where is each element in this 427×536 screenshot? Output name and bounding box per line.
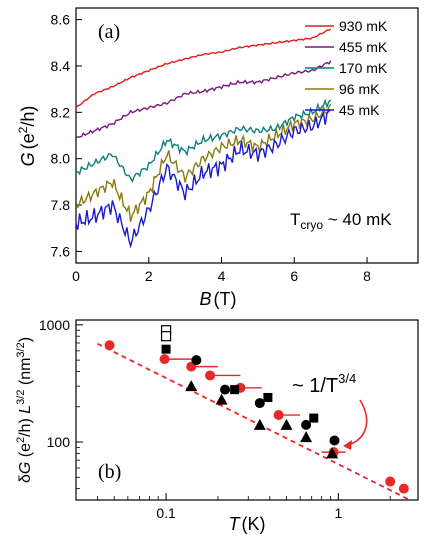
panel-b-point <box>253 418 266 430</box>
panel-b-annotation-arrowhead <box>343 440 352 450</box>
panel-b-point <box>254 398 265 409</box>
panel-a-ytick-label: 7.6 <box>51 243 71 259</box>
panel-b-point <box>280 418 293 430</box>
panel-b-point <box>160 331 172 342</box>
panel-a-xtick-label: 0 <box>72 268 80 284</box>
panel-a-ytick-label: 7.8 <box>51 197 71 213</box>
panel-b-annotation: ~ 1/T3/4 <box>292 371 356 397</box>
panel-b-fit <box>97 342 411 501</box>
panel-b-fit-line <box>97 342 411 501</box>
panel-b-point <box>398 483 409 494</box>
panel-b: 0.1 1 100 1000 (b) ~ 1/T3/4 T (K) δG (e2/h) … <box>15 317 419 534</box>
panel-b-point <box>263 392 273 402</box>
panel-b-point <box>185 380 198 392</box>
panel-a-legend-label: 170 mK <box>339 60 388 76</box>
panel-b-point <box>191 355 202 366</box>
panel-b-point <box>309 413 319 423</box>
panel-a-frame <box>75 7 419 264</box>
panel-b-point <box>205 370 216 381</box>
panel-b-point <box>159 354 170 365</box>
panel-a-series-line <box>75 60 332 139</box>
panel-b-point <box>161 344 171 354</box>
panel-b-xlabel: T (K) <box>229 514 266 534</box>
panel-b-point <box>215 393 228 405</box>
panel-b-point <box>220 384 231 395</box>
panel-b-point <box>300 431 313 443</box>
panel-a-xlabel: B (T) <box>200 289 237 309</box>
panel-a-legend-label: 96 mK <box>339 81 380 97</box>
panel-b-ytick-label: 1000 <box>39 317 70 333</box>
panel-a-series-line <box>75 98 332 184</box>
panel-b-point <box>230 385 240 395</box>
panel-a-xtick-label: 6 <box>290 268 298 284</box>
panel-a-label: (a) <box>98 21 120 43</box>
panel-a-ytick-label: 8.4 <box>51 58 71 74</box>
panel-a-xtick-label: 2 <box>145 268 153 284</box>
panel-a-ytick-label: 8.0 <box>51 151 71 167</box>
panel-a-ylabel: G(e2/h) <box>16 106 38 167</box>
panel-a-legend-label: 930 mK <box>339 18 388 34</box>
panel-b-ylabel: δG (e2/h) L3/2 (nm3/2) <box>15 337 34 483</box>
panel-a-series-line <box>75 109 332 249</box>
panel-a-legend: 930 mK 455 mK 170 mK 96 mK 45 mK <box>305 18 388 118</box>
panel-b-point <box>385 476 396 487</box>
panel-a-series-line <box>75 28 332 109</box>
panel-a-xtick-label: 8 <box>363 268 371 284</box>
panel-b-point <box>104 340 115 351</box>
panel-b-label: (b) <box>98 461 121 483</box>
panel-a-ytick-label: 8.6 <box>51 12 71 28</box>
panel-b-point <box>329 435 340 446</box>
panel-b-point <box>326 447 339 459</box>
panel-b-point <box>273 410 284 421</box>
panel-a-annotation: Tcryo ~ 40 mK <box>290 210 392 232</box>
panel-a-series-line <box>75 103 332 222</box>
panel-a-xtick-label: 4 <box>218 268 226 284</box>
panel-a: 0 2 4 6 8 7.6 7.8 8.0 8.2 8.4 8.6 930 mK 455 mK 170 … <box>16 7 419 309</box>
panel-a-legend-label: 455 mK <box>339 39 388 55</box>
panel-a-ticks: 0 2 4 6 8 7.6 7.8 8.0 8.2 8.4 8.6 <box>51 12 372 284</box>
panel-b-frame <box>75 319 419 501</box>
panel-a-series <box>75 28 332 249</box>
panel-a-ytick-label: 8.2 <box>51 104 71 120</box>
panel-b-xtick-label: 1 <box>334 505 342 521</box>
panel-b-series <box>104 325 409 494</box>
panel-b-ticks: 0.1 1 100 1000 <box>39 317 391 521</box>
panel-b-point <box>301 419 312 430</box>
panel-b-xtick-label: 0.1 <box>156 505 176 521</box>
panel-b-ytick-label: 100 <box>47 434 71 450</box>
panel-a-legend-label: 45 mK <box>339 102 380 118</box>
